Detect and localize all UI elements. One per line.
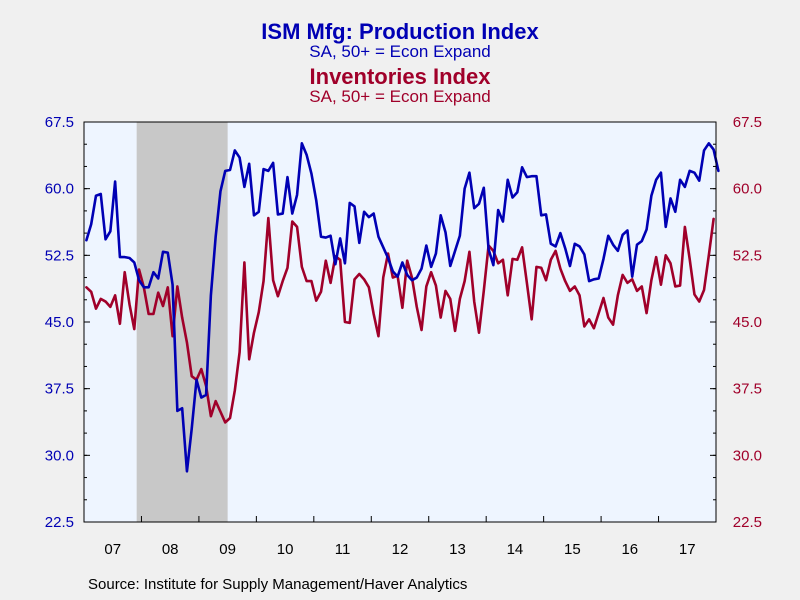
x-tick-label: 17 bbox=[679, 541, 696, 558]
y-tick-label-left: 22.5 bbox=[45, 514, 74, 531]
x-tick-label: 11 bbox=[335, 541, 351, 558]
y-tick-label-left: 30.0 bbox=[45, 447, 74, 464]
x-tick-label: 07 bbox=[104, 541, 121, 558]
x-tick-label: 10 bbox=[277, 541, 294, 558]
x-tick-label: 08 bbox=[162, 541, 179, 558]
series-line-ism-mfg-production-index bbox=[85, 142, 720, 473]
y-tick-label-left: 45.0 bbox=[45, 314, 74, 331]
y-axes: 67.5 67.5 60.0 60.0 52.5 52.5 45.0 45.0 37.5 37.5… bbox=[45, 114, 762, 531]
x-tick-label: 16 bbox=[621, 541, 638, 558]
y-tick-label-right: 60.0 bbox=[733, 181, 762, 198]
y-tick-label-right: 30.0 bbox=[733, 447, 762, 464]
x-tick-label: 12 bbox=[392, 541, 409, 558]
chart-subtitle-inventories: SA, 50+ = Econ Expand bbox=[309, 87, 491, 106]
y-tick-label-left: 37.5 bbox=[45, 381, 74, 398]
source-note: Source: Institute for Supply Management/… bbox=[88, 576, 468, 593]
x-tick-label: 09 bbox=[219, 541, 236, 558]
x-tick-label: 14 bbox=[507, 541, 524, 558]
y-tick-label-left: 60.0 bbox=[45, 181, 74, 198]
x-axis: 07 08 09 10 11 12 13 14 15 16 17 bbox=[83, 516, 717, 558]
y-tick-label-right: 67.5 bbox=[733, 114, 762, 131]
series-lines bbox=[85, 142, 720, 473]
chart-title-production: ISM Mfg: Production Index bbox=[261, 19, 539, 44]
y-tick-label-right: 52.5 bbox=[733, 247, 762, 264]
chart-title-inventories: Inventories Index bbox=[309, 64, 491, 89]
chart-subtitle-production: SA, 50+ = Econ Expand bbox=[309, 42, 491, 61]
y-tick-label-right: 37.5 bbox=[733, 381, 762, 398]
y-tick-label-right: 45.0 bbox=[733, 314, 762, 331]
series-line-inventories-index bbox=[85, 216, 715, 424]
x-tick-label: 15 bbox=[564, 541, 581, 558]
y-tick-label-left: 52.5 bbox=[45, 247, 74, 264]
y-tick-label-left: 67.5 bbox=[45, 114, 74, 131]
plot-frame bbox=[83, 121, 717, 523]
y-tick-label-right: 22.5 bbox=[733, 514, 762, 531]
x-tick-label: 13 bbox=[449, 541, 466, 558]
